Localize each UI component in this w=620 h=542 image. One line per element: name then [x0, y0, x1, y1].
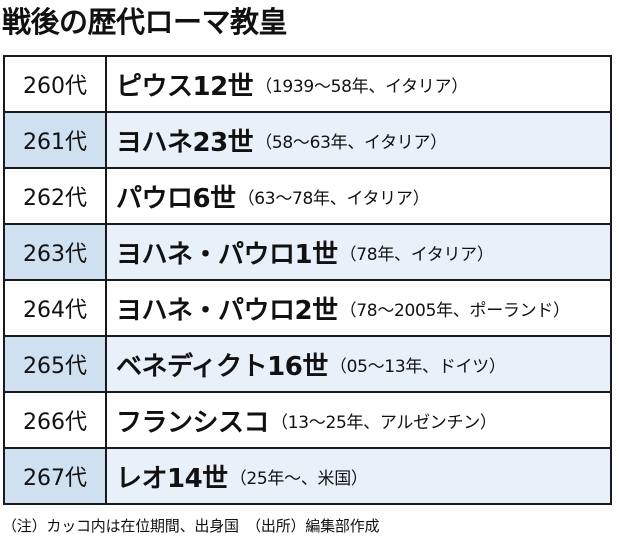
table-row: 266代 フランシスコ （13〜25年、アルゼンチン） [5, 391, 610, 447]
table-row: 265代 ベネディクト16世 （05〜13年、ドイツ） [5, 335, 610, 391]
ordinal-cell: 266代 [5, 393, 107, 447]
pope-detail: （58〜63年、イタリア） [255, 132, 447, 153]
pope-name: ピウス12世 [116, 71, 254, 102]
pope-detail: （25年〜、米国） [229, 468, 368, 489]
pope-name: ヨハネ・パウロ1世 [116, 239, 338, 270]
ordinal-cell: 262代 [5, 169, 107, 223]
pope-detail: （78〜2005年、ポーランド） [339, 300, 570, 321]
pope-name: ヨハネ・パウロ2世 [116, 295, 338, 326]
ordinal-cell: 267代 [5, 449, 107, 503]
table-row: 263代 ヨハネ・パウロ1世 （78年、イタリア） [5, 223, 610, 279]
pope-name: ベネディクト16世 [116, 351, 328, 382]
ordinal-cell: 265代 [5, 337, 107, 391]
pope-detail: （63〜78年、イタリア） [237, 188, 430, 209]
pope-detail: （1939〜58年、イタリア） [255, 76, 468, 97]
pope-cell: ヨハネ・パウロ1世 （78年、イタリア） [107, 225, 610, 279]
popes-table: 260代 ピウス12世 （1939〜58年、イタリア） 261代 ヨハネ23世 … [3, 55, 612, 505]
pope-cell: ヨハネ・パウロ2世 （78〜2005年、ポーランド） [107, 281, 610, 335]
ordinal-cell: 263代 [5, 225, 107, 279]
pope-cell: レオ14世 （25年〜、米国） [107, 449, 610, 503]
pope-name: レオ14世 [116, 463, 228, 494]
table-row: 267代 レオ14世 （25年〜、米国） [5, 447, 610, 503]
pope-cell: パウロ6世 （63〜78年、イタリア） [107, 169, 610, 223]
table-row: 261代 ヨハネ23世 （58〜63年、イタリア） [5, 111, 610, 167]
ordinal-cell: 264代 [5, 281, 107, 335]
ordinal-cell: 261代 [5, 113, 107, 167]
pope-name: パウロ6世 [116, 183, 236, 214]
footnote: （注）カッコ内は在位期間、出身国 （出所）編集部作成 [2, 517, 380, 535]
table-row: 260代 ピウス12世 （1939〜58年、イタリア） [5, 57, 610, 111]
table-row: 262代 パウロ6世 （63〜78年、イタリア） [5, 167, 610, 223]
pope-detail: （05〜13年、ドイツ） [329, 356, 506, 377]
pope-detail: （78年、イタリア） [339, 244, 494, 265]
page-title: 戦後の歴代ローマ教皇 [2, 5, 288, 39]
ordinal-cell: 260代 [5, 57, 107, 111]
pope-name: フランシスコ [116, 407, 270, 438]
pope-name: ヨハネ23世 [116, 127, 254, 158]
pope-cell: ピウス12世 （1939〜58年、イタリア） [107, 57, 610, 111]
table-row: 264代 ヨハネ・パウロ2世 （78〜2005年、ポーランド） [5, 279, 610, 335]
pope-detail: （13〜25年、アルゼンチン） [271, 412, 497, 433]
pope-cell: ベネディクト16世 （05〜13年、ドイツ） [107, 337, 610, 391]
pope-cell: フランシスコ （13〜25年、アルゼンチン） [107, 393, 610, 447]
pope-cell: ヨハネ23世 （58〜63年、イタリア） [107, 113, 610, 167]
